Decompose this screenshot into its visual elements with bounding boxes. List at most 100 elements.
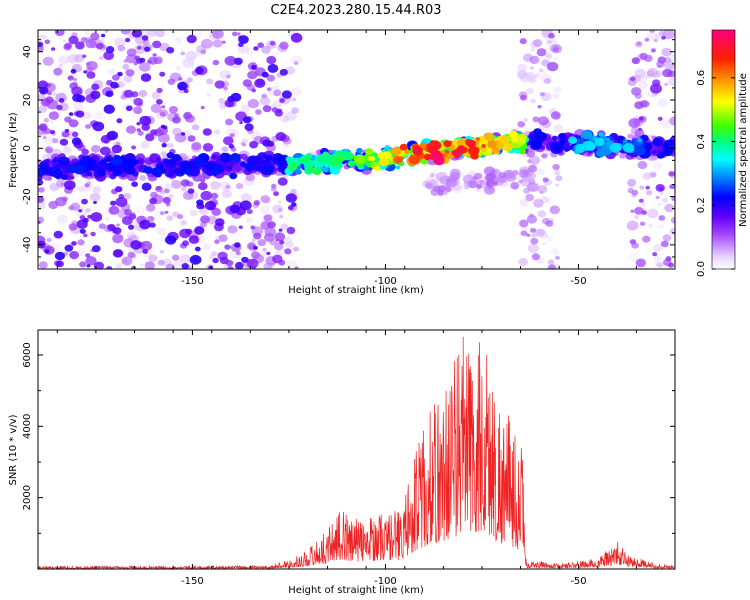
heatmap-cell (148, 254, 158, 263)
heatmap-cell (191, 124, 200, 131)
heatmap-cell (510, 181, 520, 190)
heatmap-cell (278, 228, 283, 232)
heatmap-cell (164, 183, 173, 191)
heatmap-cell (273, 89, 282, 97)
snr-y-tick-label: 4000 (22, 414, 33, 439)
heatmap-cell (558, 132, 567, 140)
heatmap-cell (269, 41, 276, 46)
heatmap-cell (670, 216, 675, 224)
heatmap-cell (105, 46, 115, 54)
heatmap-cell (96, 169, 106, 177)
heatmap-cell (156, 87, 163, 93)
heatmap-cell (553, 47, 559, 52)
heatmap-cell (38, 168, 44, 177)
heatmap-cell (160, 151, 167, 157)
heatmap-cell (163, 188, 170, 194)
heatmap-cell (123, 75, 133, 83)
heatmap-cell (194, 226, 205, 235)
heatmap-cell (73, 100, 83, 109)
heatmap-cell (650, 83, 662, 94)
heatmap-cell (274, 242, 284, 251)
heatmap-cell (82, 217, 89, 223)
heatmap-cell (527, 182, 539, 193)
heatmap-cell (156, 99, 163, 105)
heatmap-cell (627, 133, 634, 139)
heatmap-cell (221, 146, 229, 152)
heatmap-cell (68, 35, 79, 45)
heatmap-cell (61, 174, 68, 180)
heatmap-cell (648, 224, 653, 228)
heatmap-cell (187, 188, 195, 194)
spectrogram-x-tick-label: -150 (181, 276, 204, 287)
heatmap-cell (107, 68, 116, 75)
colorbar-ticks: 0.0 0.2 0.4 0.6 (696, 70, 735, 277)
heatmap-cell (150, 103, 162, 113)
heatmap-cell (161, 168, 166, 173)
heatmap-cell (581, 130, 593, 140)
heatmap-cell (173, 259, 184, 268)
spectrogram-y-tick-label: 40 (22, 45, 33, 58)
heatmap-cell (202, 128, 212, 136)
heatmap-cell (365, 148, 374, 156)
heatmap-cell (425, 183, 434, 190)
snr-x-tick-label: -50 (570, 576, 586, 587)
heatmap-cell (257, 42, 265, 48)
heatmap-cell (550, 142, 561, 152)
heatmap-cell (98, 56, 104, 60)
heatmap-cell (635, 258, 646, 268)
heatmap-cell (252, 245, 258, 250)
heatmap-cell (68, 205, 75, 211)
heatmap-cell (45, 96, 54, 104)
heatmap-cell (92, 186, 102, 194)
snr-panel: -150 -100 -50 2000 4000 6000 Height of straig… (8, 329, 676, 596)
heatmap-cell (550, 111, 561, 120)
heatmap-cell (186, 77, 193, 83)
heatmap-cell (77, 185, 86, 192)
heatmap-cell (474, 172, 483, 180)
heatmap-cell (39, 34, 46, 40)
heatmap-cell (537, 210, 547, 218)
heatmap-cell (535, 168, 545, 176)
heatmap-cell (532, 39, 543, 48)
heatmap-cell (38, 261, 48, 269)
heatmap-cell (539, 92, 546, 97)
heatmap-cell (547, 259, 555, 265)
heatmap-cell (660, 240, 669, 248)
heatmap-cell (124, 208, 132, 216)
heatmap-cell (183, 111, 192, 119)
heatmap-cell (160, 124, 165, 129)
heatmap-cell (274, 81, 281, 88)
heatmap-cell (38, 221, 41, 225)
heatmap-cell (166, 46, 175, 54)
heatmap-cell (99, 146, 111, 156)
heatmap-cell (550, 248, 559, 255)
heatmap-cell (553, 124, 564, 133)
heatmap-cell (155, 30, 165, 38)
spectrogram-y-tick-label: -40 (22, 237, 33, 253)
heatmap-cell (466, 139, 476, 148)
heatmap-cell (86, 171, 93, 177)
heatmap-cell (459, 173, 465, 178)
heatmap-cell (644, 37, 650, 42)
heatmap-cell (51, 168, 63, 179)
heatmap-cell (48, 111, 60, 120)
spectrogram-x-tick-label: -50 (570, 276, 586, 287)
heatmap-cell (70, 68, 77, 74)
heatmap-cell (652, 145, 658, 151)
spectrogram-y-tick-label: 0 (22, 145, 33, 151)
heatmap-cell (171, 180, 182, 189)
heatmap-cell (82, 111, 92, 120)
heatmap-cell (630, 209, 635, 213)
heatmap-cell (298, 158, 304, 164)
heatmap-cell (46, 148, 52, 153)
heatmap-cell (662, 68, 673, 78)
heatmap-cell (555, 175, 563, 182)
heatmap-cell (44, 136, 56, 145)
heatmap-cell (84, 183, 90, 188)
heatmap-cell (641, 210, 647, 215)
heatmap-cell (74, 54, 85, 63)
heatmap-cell (86, 60, 98, 71)
colorbar-tick-label: 0.6 (696, 70, 707, 86)
heatmap-cell (102, 45, 107, 48)
heatmap-cell (193, 157, 206, 167)
